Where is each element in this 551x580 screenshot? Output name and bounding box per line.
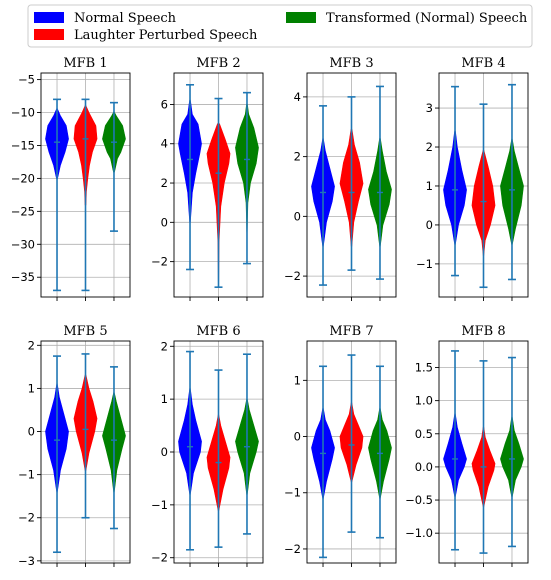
y-tick-label: 1 <box>28 381 35 395</box>
panel-title: MFB 8 <box>461 324 505 339</box>
legend-label: Transformed (Normal) Speech <box>326 11 528 26</box>
y-tick-label: −2 <box>151 255 168 269</box>
legend-label: Normal Speech <box>74 11 177 26</box>
panel-4: MFB 4 −1 0 1 2 3 <box>416 56 529 301</box>
legend-label: Laughter Perturbed Speech <box>74 28 258 43</box>
y-tick-label: −20 <box>11 171 35 185</box>
y-tick-label: 0 <box>161 215 168 229</box>
legend: Normal Speech Laughter Perturbed Speech Tr… <box>27 4 533 48</box>
y-tick-label: 4 <box>161 137 168 151</box>
panel-6: MFB 6 −2 −1 0 1 2 <box>151 324 264 567</box>
y-tick-label: 1.5 <box>415 361 433 375</box>
panel-title: MFB 4 <box>461 56 505 71</box>
y-tick-label: 2 <box>161 339 168 353</box>
y-tick-label: −1.0 <box>405 526 433 540</box>
panel-title: MFB 5 <box>63 324 107 339</box>
y-tick-label: −25 <box>11 204 35 218</box>
y-tick-label: 4 <box>294 90 301 104</box>
y-tick-label: 2 <box>294 150 301 164</box>
y-tick-label: 1.0 <box>415 394 433 408</box>
y-tick-label: −15 <box>11 138 35 152</box>
y-tick-label: −2 <box>18 511 35 525</box>
panel-title: MFB 2 <box>196 56 240 71</box>
y-tick-label: 1 <box>161 392 168 406</box>
y-tick-label: 0 <box>294 430 301 444</box>
y-tick-label: 0.5 <box>415 427 433 441</box>
y-tick-label: −1 <box>18 468 35 482</box>
y-tick-label: −2 <box>151 551 168 565</box>
panel-7: MFB 7 −2 −1 0 1 <box>284 324 397 567</box>
panel-title: MFB 7 <box>329 324 373 339</box>
legend-swatch <box>286 12 316 23</box>
y-tick-label: −1 <box>151 498 168 512</box>
y-tick-label: 1 <box>426 179 433 193</box>
y-tick-label: 2 <box>426 140 433 154</box>
panel-8: MFB 8 −1.0 −0.5 0.0 0.5 1.0 1.5 <box>405 324 529 567</box>
legend-swatch <box>34 12 64 23</box>
panel-5: MFB 5 −3 −2 −1 0 1 2 <box>18 324 131 568</box>
y-tick-label: −30 <box>11 237 35 251</box>
y-tick-label: 6 <box>161 97 168 111</box>
y-tick-label: 1 <box>294 373 301 387</box>
panel-1: MFB 1 −35 −30 −25 −20 −15 −10 −5 <box>11 56 131 301</box>
panel-3: MFB 3 −2 0 2 4 <box>284 56 397 301</box>
y-tick-label: −3 <box>18 554 35 568</box>
panel-title: MFB 1 <box>63 56 107 71</box>
y-tick-label: −2 <box>284 542 301 556</box>
panel-2: MFB 2 −2 0 2 4 6 <box>151 56 264 301</box>
y-tick-label: −1 <box>284 486 301 500</box>
legend-swatch <box>34 29 64 40</box>
panel-title: MFB 3 <box>329 56 373 71</box>
y-tick-label: 0.0 <box>415 460 433 474</box>
y-tick-label: −10 <box>11 106 35 120</box>
y-tick-label: −35 <box>11 270 35 284</box>
y-tick-label: −0.5 <box>405 493 433 507</box>
y-tick-label: 0 <box>294 209 301 223</box>
panel-title: MFB 6 <box>196 324 240 339</box>
legend-frame <box>27 4 533 48</box>
y-tick-label: −5 <box>18 73 35 87</box>
y-tick-label: 2 <box>28 338 35 352</box>
y-tick-label: −2 <box>284 269 301 283</box>
y-tick-label: 0 <box>28 425 35 439</box>
y-tick-label: 2 <box>161 176 168 190</box>
y-tick-label: −1 <box>416 257 433 271</box>
y-tick-label: 3 <box>426 101 433 115</box>
y-tick-label: 0 <box>161 445 168 459</box>
y-tick-label: 0 <box>426 218 433 232</box>
